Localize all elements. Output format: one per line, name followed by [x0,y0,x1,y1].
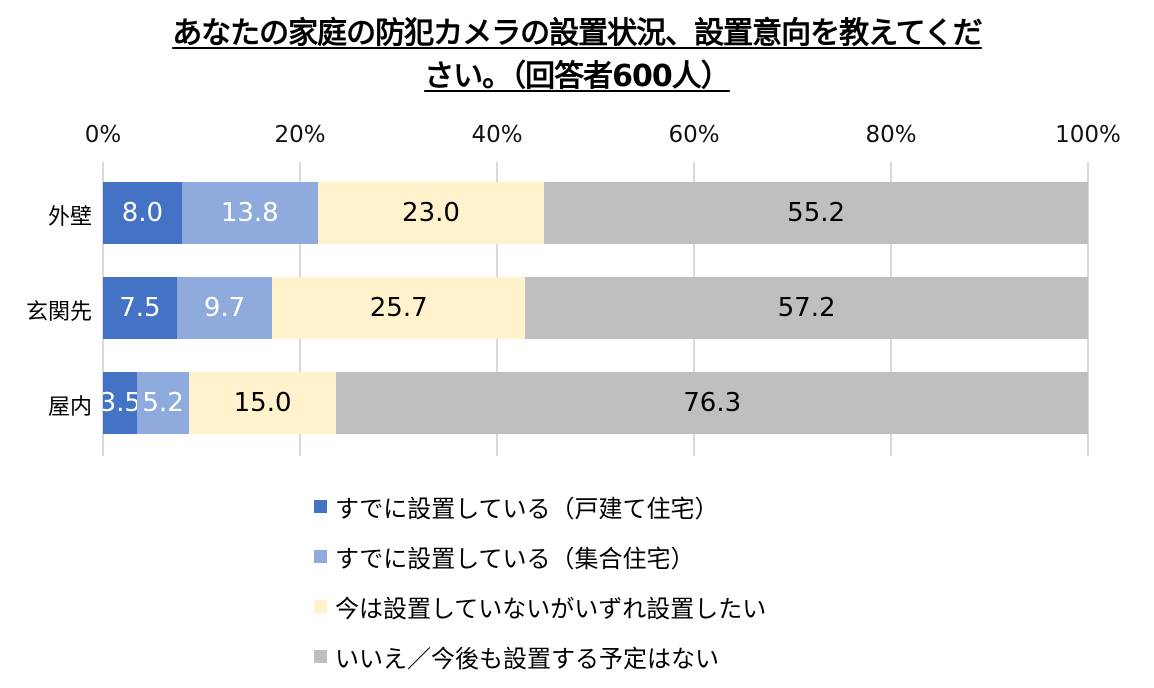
legend-item: 今は設置していないがいずれ設置したい [314,588,766,624]
legend-swatch-icon [314,549,327,563]
bar-segment: 3.5 [103,372,138,434]
bar-segment: 23.0 [317,182,545,244]
chart-title-text-1: あなたの家庭の防犯カメラの設置状況、設置意向を教えてくだ [172,16,983,51]
chart-title-line-1: あなたの家庭の防犯カメラの設置状況、設置意向を教えてくだ [0,14,1154,54]
bar-segment: 5.2 [137,372,189,434]
legend-label: 今は設置していないがいずれ設置したい [335,594,767,623]
data-label: 8.0 [121,198,164,228]
data-label: 55.2 [787,198,846,228]
category-label: 外壁 [47,205,92,230]
bar-segment: 55.2 [544,182,1088,244]
x-tick-label: 60% [668,122,720,148]
legend-item: すでに設置している（戸建て住宅） [314,488,766,524]
chart-title-text-2: さい。（回答者600人） [424,59,731,94]
category-label: 屋内 [47,395,92,420]
bar-segment: 9.7 [176,277,273,339]
data-label: 76.3 [683,388,742,418]
legend-item: すでに設置している（集合住宅） [314,538,766,574]
bar-segment: 7.5 [103,277,177,339]
legend-swatch-icon [314,649,327,663]
x-tick-label: 80% [865,122,917,148]
legend-item: いいえ／今後も設置する予定はない [314,638,766,674]
bar-segment: 25.7 [272,277,526,339]
data-label: 9.7 [203,293,246,323]
category-label: 玄関先 [25,300,92,325]
data-label: 25.7 [369,293,428,323]
data-label: 23.0 [402,198,460,228]
legend-label: すでに設置している（戸建て住宅） [335,494,719,523]
data-label: 7.5 [119,293,161,323]
legend: すでに設置している（戸建て住宅） すでに設置している（集合住宅） 今は設置していない… [314,488,766,688]
x-tick-label: 100% [1055,122,1121,148]
x-tick-label: 40% [471,122,523,148]
legend-label: すでに設置している（集合住宅） [335,544,695,573]
stacked-bar: 8.0 13.8 23.0 55.2 [103,182,1088,244]
data-label: 5.2 [142,388,184,418]
data-label: 15.0 [233,388,292,418]
legend-swatch-icon [314,599,327,613]
bar-segment: 57.2 [525,277,1088,339]
chart-title-line-2: さい。（回答者600人） [0,57,1154,97]
stacked-bar: 3.5 5.2 15.0 76.3 [103,372,1088,434]
bar-segment: 13.8 [181,182,318,244]
gridline [1087,162,1089,456]
data-label: 57.2 [777,293,836,323]
legend-swatch-icon [314,499,327,513]
bar-segment: 15.0 [188,372,337,434]
bar-segment: 76.3 [336,372,1088,434]
bar-segment: 8.0 [103,182,182,244]
x-tick-label: 0% [84,122,122,148]
data-label: 3.5 [103,388,138,418]
legend-label: いいえ／今後も設置する予定はない [335,644,719,673]
data-label: 13.8 [220,198,279,228]
stacked-bar: 7.5 9.7 25.7 57.2 [103,277,1088,339]
x-tick-label: 20% [274,122,326,148]
